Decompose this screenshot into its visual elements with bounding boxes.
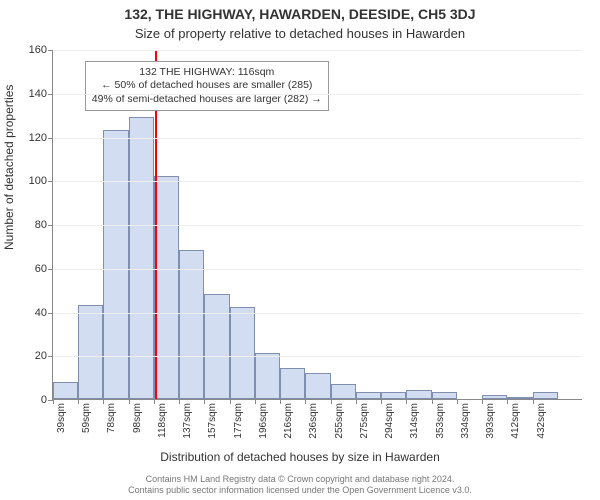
histogram-bar xyxy=(230,307,255,399)
ytick-mark xyxy=(48,356,53,357)
gridline xyxy=(53,138,582,139)
ytick-mark xyxy=(48,138,53,139)
ytick-label: 140 xyxy=(29,88,47,100)
histogram-bar xyxy=(53,382,78,400)
xtick-label: 432sqm xyxy=(536,403,547,439)
chart-title: 132, THE HIGHWAY, HAWARDEN, DEESIDE, CH5… xyxy=(0,6,600,22)
histogram-bar xyxy=(482,395,507,399)
histogram-bar xyxy=(179,250,204,399)
gridline xyxy=(53,50,582,51)
xtick-mark xyxy=(255,399,256,404)
ytick-label: 40 xyxy=(35,307,47,319)
gridline xyxy=(53,313,582,314)
xtick-mark xyxy=(179,399,180,404)
ytick-label: 100 xyxy=(29,175,47,187)
footer-line2: Contains public sector information licen… xyxy=(0,485,600,496)
histogram-bar xyxy=(406,390,431,399)
xtick-label: 118sqm xyxy=(157,403,168,438)
ytick-mark xyxy=(48,269,53,270)
histogram-bar xyxy=(204,294,229,399)
xtick-label: 334sqm xyxy=(460,403,471,439)
xtick-mark xyxy=(129,399,130,404)
xtick-label: 294sqm xyxy=(384,403,395,439)
gridline xyxy=(53,225,582,226)
histogram-bar xyxy=(255,353,280,399)
xtick-label: 78sqm xyxy=(106,403,117,433)
xtick-mark xyxy=(381,399,382,404)
footer-text: Contains HM Land Registry data © Crown c… xyxy=(0,474,600,496)
xtick-mark xyxy=(230,399,231,404)
xtick-mark xyxy=(482,399,483,404)
xtick-mark xyxy=(204,399,205,404)
ytick-mark xyxy=(48,313,53,314)
xtick-label: 98sqm xyxy=(132,403,143,433)
plot-area: 132 THE HIGHWAY: 116sqm ← 50% of detache… xyxy=(52,50,582,400)
xtick-mark xyxy=(533,399,534,404)
gridline xyxy=(53,356,582,357)
histogram-bar xyxy=(78,305,103,399)
histogram-bar xyxy=(432,392,457,399)
ytick-mark xyxy=(48,181,53,182)
xtick-mark xyxy=(406,399,407,404)
histogram-bar xyxy=(154,176,179,399)
annotation-line2: ← 50% of detached houses are smaller (28… xyxy=(92,79,322,93)
histogram-bar xyxy=(507,397,532,399)
annotation-line1: 132 THE HIGHWAY: 116sqm xyxy=(92,66,322,80)
histogram-bar xyxy=(533,392,558,399)
footer-line1: Contains HM Land Registry data © Crown c… xyxy=(0,474,600,485)
ytick-label: 80 xyxy=(35,219,47,231)
chart-container: 132, THE HIGHWAY, HAWARDEN, DEESIDE, CH5… xyxy=(0,0,600,500)
xtick-mark xyxy=(154,399,155,404)
x-axis-label: Distribution of detached houses by size … xyxy=(0,450,600,464)
gridline xyxy=(53,269,582,270)
histogram-bar xyxy=(356,392,381,399)
xtick-label: 39sqm xyxy=(56,403,67,433)
xtick-mark xyxy=(280,399,281,404)
ytick-label: 0 xyxy=(41,394,47,406)
xtick-mark xyxy=(432,399,433,404)
xtick-label: 137sqm xyxy=(182,403,193,439)
ytick-label: 60 xyxy=(35,263,47,275)
xtick-label: 353sqm xyxy=(435,403,446,439)
xtick-mark xyxy=(53,399,54,404)
xtick-mark xyxy=(356,399,357,404)
xtick-mark xyxy=(103,399,104,404)
chart-subtitle: Size of property relative to detached ho… xyxy=(0,26,600,41)
ytick-mark xyxy=(48,94,53,95)
ytick-label: 120 xyxy=(29,132,47,144)
xtick-label: 236sqm xyxy=(308,403,319,439)
ytick-mark xyxy=(48,50,53,51)
xtick-mark xyxy=(78,399,79,404)
ytick-label: 20 xyxy=(35,350,47,362)
histogram-bar xyxy=(331,384,356,399)
histogram-bar xyxy=(280,368,305,399)
xtick-label: 59sqm xyxy=(81,403,92,433)
xtick-label: 412sqm xyxy=(510,403,521,439)
xtick-label: 196sqm xyxy=(258,403,269,439)
xtick-label: 255sqm xyxy=(334,403,345,439)
ytick-mark xyxy=(48,225,53,226)
xtick-mark xyxy=(457,399,458,404)
xtick-mark xyxy=(507,399,508,404)
xtick-mark xyxy=(331,399,332,404)
xtick-label: 177sqm xyxy=(233,403,244,439)
xtick-label: 314sqm xyxy=(409,403,420,439)
histogram-bar xyxy=(381,392,406,399)
histogram-bar xyxy=(305,373,330,399)
y-axis-label: Number of detached properties xyxy=(2,85,16,250)
xtick-label: 157sqm xyxy=(207,403,218,439)
xtick-label: 216sqm xyxy=(283,403,294,439)
xtick-label: 393sqm xyxy=(485,403,496,439)
gridline xyxy=(53,94,582,95)
xtick-mark xyxy=(305,399,306,404)
annotation-line3: 49% of semi-detached houses are larger (… xyxy=(92,93,322,107)
gridline xyxy=(53,181,582,182)
annotation-box: 132 THE HIGHWAY: 116sqm ← 50% of detache… xyxy=(85,61,329,112)
ytick-label: 160 xyxy=(29,44,47,56)
xtick-label: 275sqm xyxy=(359,403,370,439)
histogram-bar xyxy=(103,130,128,399)
